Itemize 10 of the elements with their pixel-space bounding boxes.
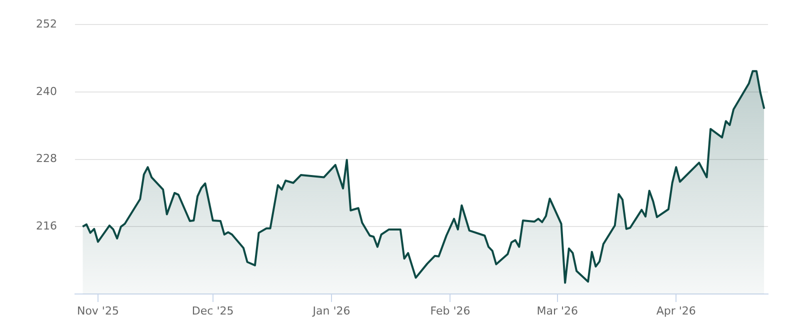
x-tick-label: Apr '26 bbox=[656, 304, 696, 318]
x-tick-label: Nov '25 bbox=[76, 304, 119, 318]
y-tick-label: 228 bbox=[36, 152, 57, 166]
x-tick-label: Feb '26 bbox=[430, 304, 470, 318]
y-tick-label: 240 bbox=[36, 84, 57, 98]
x-tick-label: Dec '25 bbox=[192, 304, 234, 318]
y-tick-label: 252 bbox=[36, 17, 57, 30]
x-tick-label: Jan '26 bbox=[312, 304, 350, 318]
y-tick-label: 216 bbox=[36, 220, 57, 233]
x-tick-label: Mar '26 bbox=[536, 304, 578, 318]
